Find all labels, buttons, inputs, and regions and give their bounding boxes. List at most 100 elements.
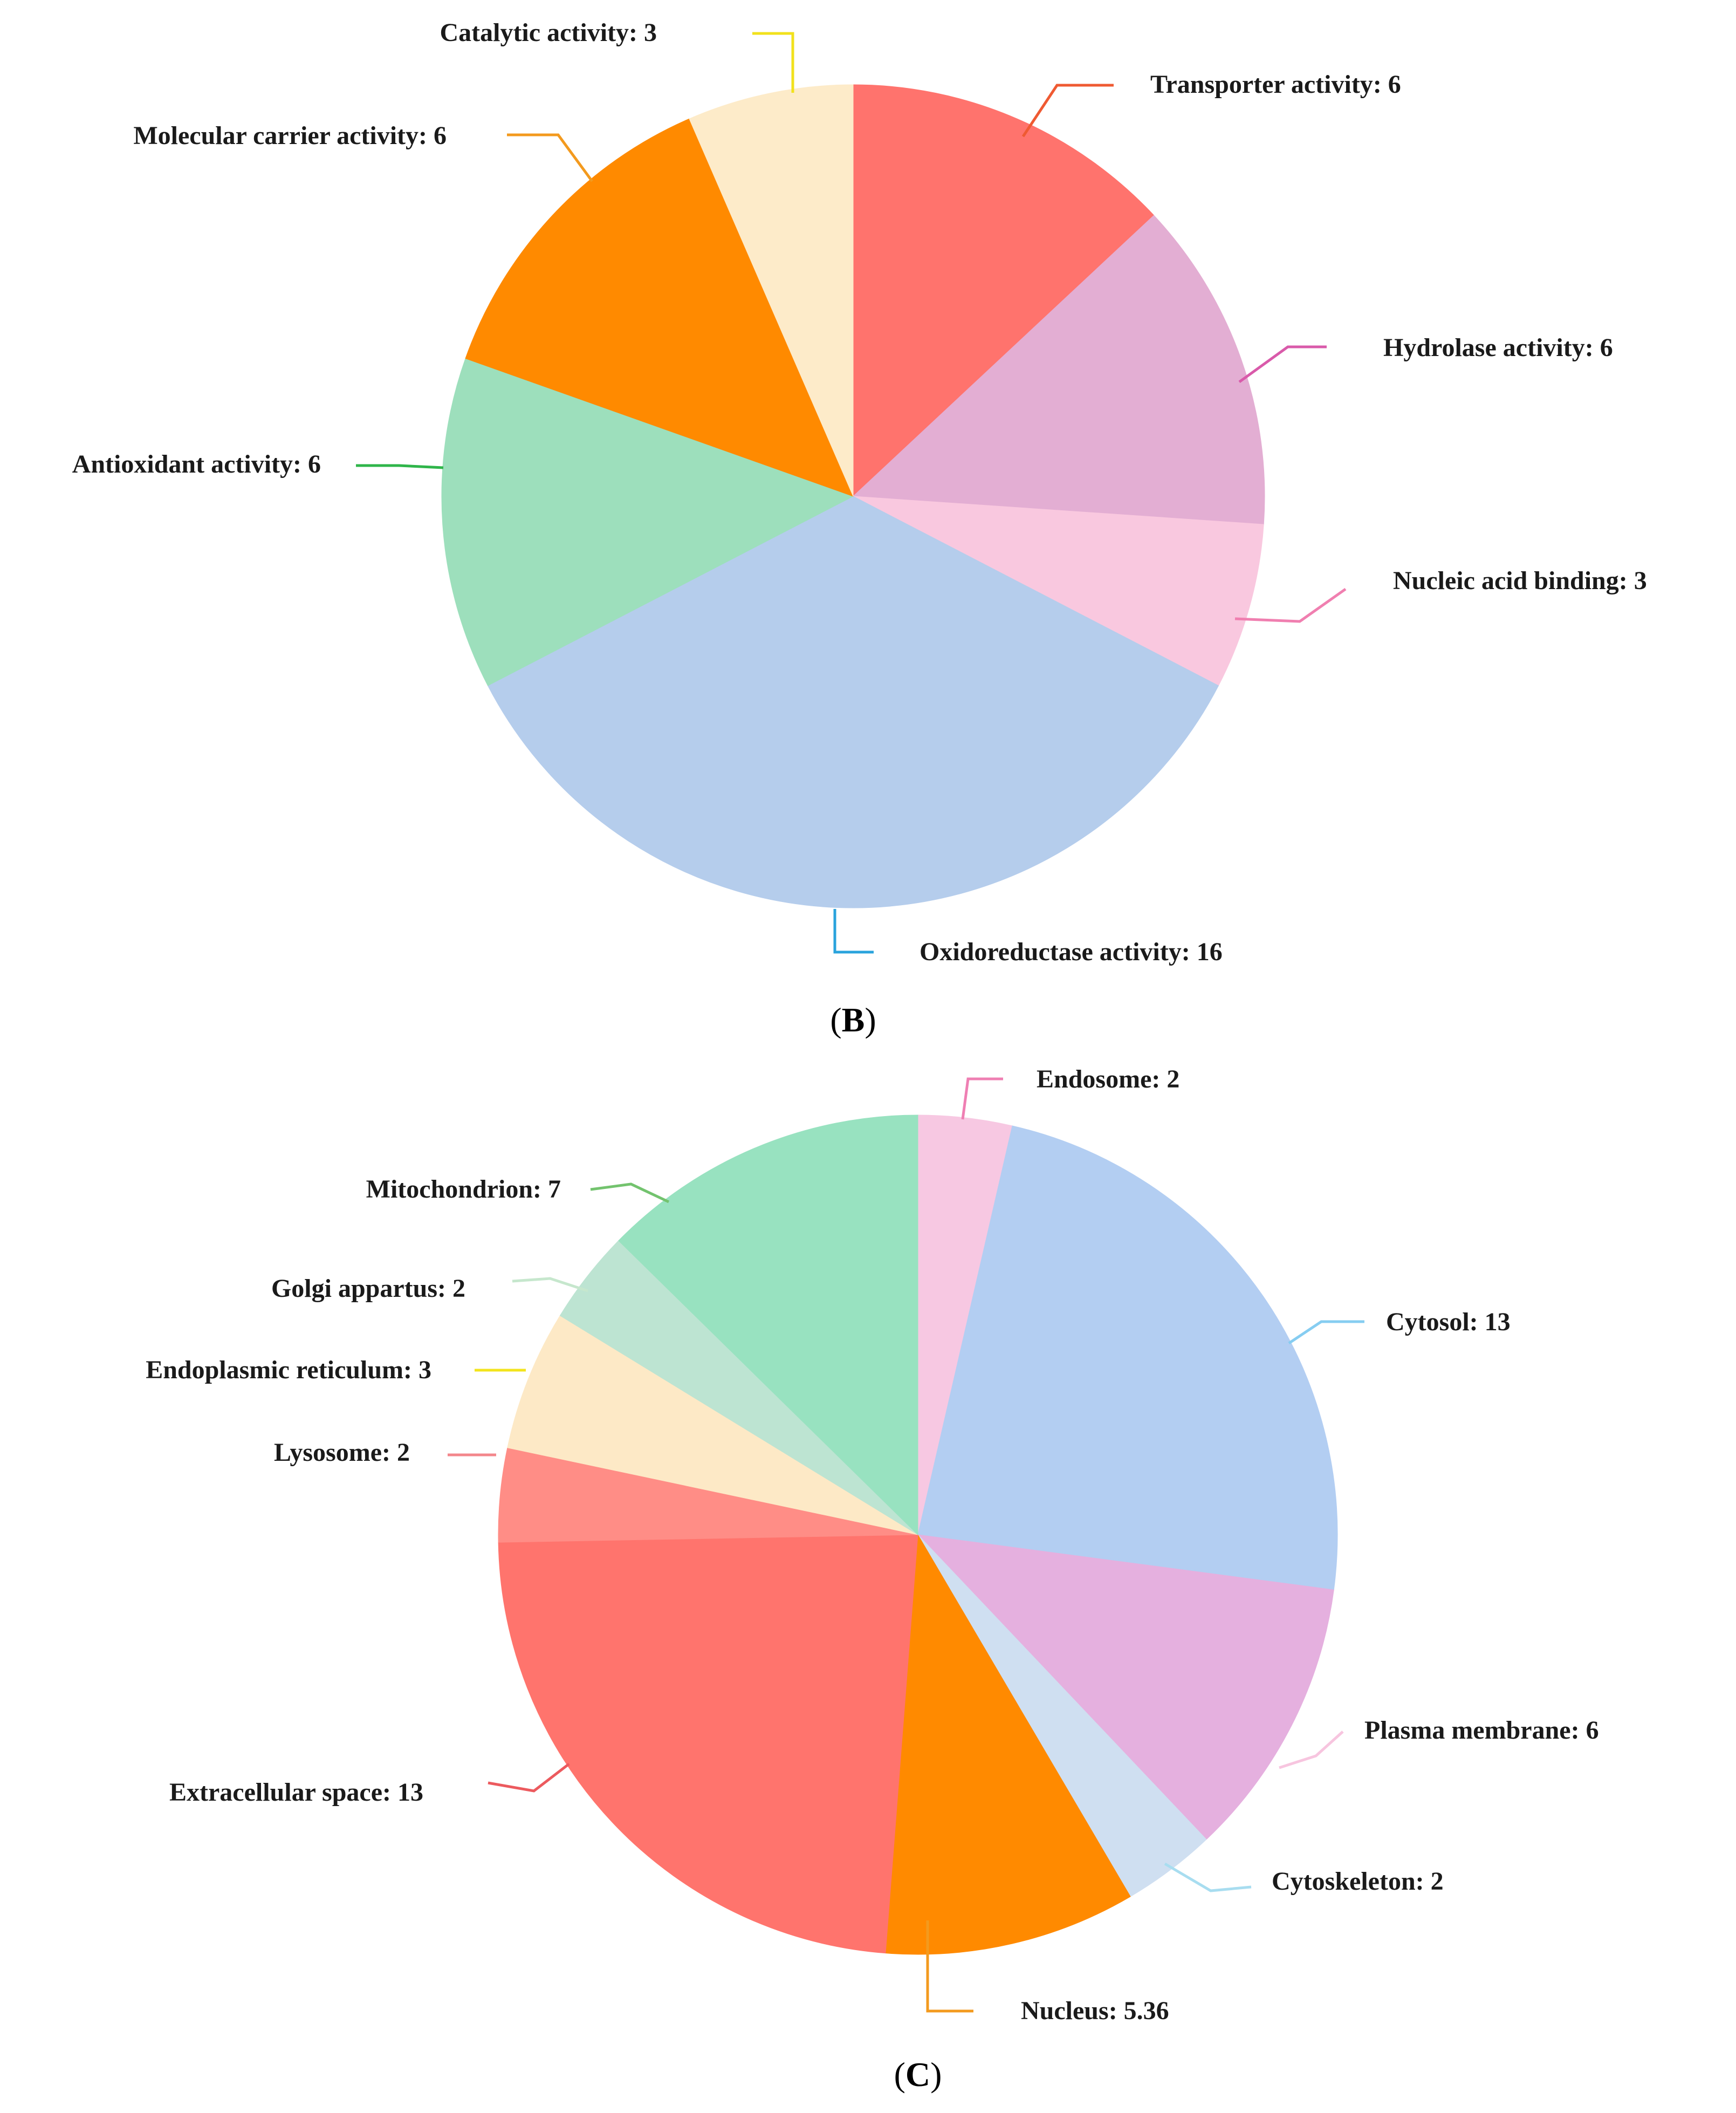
slice-label-value: 3: [418, 1356, 431, 1384]
leader-line-mitochondrion: [590, 1182, 670, 1203]
leader-line-nucleus: [926, 1920, 973, 2013]
slice-label-name: Plasma membrane: [1364, 1716, 1571, 1745]
leader-line-golgi-appartus: [512, 1277, 588, 1293]
slice-label-value: 6: [1600, 333, 1613, 362]
slice-label-separator: :: [1571, 1716, 1586, 1745]
slice-label-name: Hydrolase activity: [1383, 333, 1585, 362]
slice-label-name: Lysosome: [274, 1438, 382, 1467]
slice-label-golgi-appartus: Golgi appartus: 2: [271, 1274, 465, 1303]
pie-slice-nucleus: [885, 1534, 1131, 1955]
slice-label-name: Cytoskeleton: [1272, 1867, 1416, 1896]
slice-label-value: 2: [1431, 1867, 1444, 1896]
pie-slice-extracellular-space: [498, 1534, 918, 1954]
pie-slice-cytosol: [917, 1125, 1338, 1590]
slice-label-separator: :: [1585, 333, 1600, 362]
slice-label-separator: :: [418, 121, 434, 150]
leader-line-hydrolase-activity: [1238, 345, 1327, 384]
slice-label-value: 2: [1167, 1065, 1179, 1093]
slice-label-value: 6: [434, 121, 447, 150]
slice-label-value: 16: [1197, 938, 1223, 966]
slice-label-name: Catalytic activity: [440, 18, 629, 47]
slice-label-separator: :: [1373, 70, 1388, 99]
slice-label-value: 6: [1388, 70, 1401, 99]
slice-label-value: 5.36: [1124, 1996, 1169, 2025]
slice-label-value: 3: [644, 18, 657, 47]
slice-label-nucleic-acid-binding: Nucleic acid binding: 3: [1393, 566, 1647, 595]
pie-slice-hydrolase-activity: [852, 215, 1265, 525]
pie-slice-catalytic-activity: [689, 84, 854, 497]
slice-label-separator: :: [382, 1778, 397, 1807]
panel-letter: B: [842, 1001, 865, 1039]
slice-label-name: Cytosol: [1386, 1308, 1470, 1336]
leader-line-antioxidant-activity: [356, 464, 444, 469]
slice-label-value: 2: [452, 1274, 465, 1303]
slice-label-separator: :: [382, 1438, 397, 1467]
leader-line-nucleic-acid-binding: [1234, 587, 1347, 623]
pie-slice-antioxidant-activity: [441, 358, 854, 686]
slice-label-name: Endosome: [1037, 1065, 1151, 1093]
slice-label-extracellular-space: Extracellular space: 13: [169, 1778, 423, 1807]
leader-line-oxidoreductase-activity: [833, 909, 874, 954]
leader-line-cytoskeleton: [1164, 1862, 1252, 1892]
slice-label-separator: :: [629, 18, 644, 47]
leader-line-plasma-membrane: [1279, 1731, 1344, 1769]
leader-line-molecular-carrier-activity: [507, 133, 594, 182]
slice-label-transporter-activity: Transporter activity: 6: [1150, 70, 1401, 99]
slice-label-name: Molecular carrier activity: [133, 121, 418, 150]
slice-label-value: 3: [1634, 566, 1647, 595]
slice-label-lysosome: Lysosome: 2: [274, 1438, 410, 1467]
panel-paren-close: ): [864, 1001, 876, 1039]
pie-slice-endoplasmic-reticulum: [507, 1315, 918, 1535]
leader-line-extracellular-space: [488, 1763, 570, 1793]
pie-slice-nucleic-acid-binding: [853, 496, 1264, 686]
slice-label-antioxidant-activity: Antioxidant activity: 6: [72, 450, 321, 478]
slice-label-separator: :: [1619, 566, 1634, 595]
pie-slice-transporter-activity: [853, 84, 1155, 497]
slice-label-name: Golgi appartus: [271, 1274, 437, 1303]
pie-slice-oxidoreductase-activity: [487, 496, 1219, 908]
slice-label-name: Mitochondrion: [366, 1175, 533, 1203]
slice-label-name: Antioxidant activity: [72, 450, 293, 478]
panel-letter: C: [905, 2055, 930, 2094]
slice-label-name: Nucleic acid binding: [1393, 566, 1619, 595]
slice-label-value: 6: [308, 450, 321, 478]
slice-label-mitochondrion: Mitochondrion: 7: [366, 1175, 561, 1203]
pie-slice-plasma-membrane: [917, 1534, 1334, 1840]
slice-label-separator: :: [437, 1274, 452, 1303]
pie-chart-c: Endosome: 2 Cytosol: 13 Plasma membrane: 6…: [146, 1065, 1598, 2094]
slice-label-separator: :: [1182, 938, 1197, 966]
slice-label-value: 13: [397, 1778, 423, 1807]
panel-paren-open: (: [830, 1001, 841, 1039]
slice-label-oxidoreductase-activity: Oxidoreductase activity: 16: [920, 938, 1223, 966]
slice-label-separator: :: [1109, 1996, 1124, 2025]
pie-chart-b: Transporter activity: 6 Hydrolase activit…: [72, 18, 1647, 1039]
slice-label-value: 6: [1586, 1716, 1599, 1745]
slice-label-separator: :: [293, 450, 308, 478]
slice-label-separator: :: [403, 1356, 418, 1384]
slice-label-separator: :: [533, 1175, 548, 1203]
slice-label-separator: :: [1416, 1867, 1431, 1896]
pie-slice-molecular-carrier-activity: [465, 118, 854, 497]
slice-label-catalytic-activity: Catalytic activity: 3: [440, 18, 657, 47]
slice-label-name: Transporter activity: [1150, 70, 1373, 99]
slice-label-name: Endoplasmic reticulum: [146, 1356, 403, 1384]
leader-line-cytosol: [1288, 1320, 1364, 1345]
slice-label-value: 13: [1485, 1308, 1511, 1336]
slice-label-endoplasmic-reticulum: Endoplasmic reticulum: 3: [146, 1356, 431, 1384]
slice-label-endosome: Endosome: 2: [1037, 1065, 1179, 1093]
panel-paren-open: (: [894, 2055, 905, 2094]
leader-line-endosome: [961, 1077, 1003, 1120]
leader-line-catalytic-activity: [752, 32, 794, 93]
slice-label-name: Extracellular space: [169, 1778, 382, 1807]
pie-slice-mitochondrion: [618, 1114, 918, 1536]
leader-line-transporter-activity: [1021, 84, 1114, 138]
slice-label-separator: :: [1151, 1065, 1167, 1093]
slice-label-separator: :: [1470, 1308, 1485, 1336]
panel-label: (C): [894, 2055, 942, 2094]
slice-label-name: Nucleus: [1021, 1996, 1109, 2025]
slice-label-nucleus: Nucleus: 5.36: [1021, 1996, 1169, 2025]
slice-label-cytoskeleton: Cytoskeleton: 2: [1272, 1867, 1444, 1896]
slice-label-molecular-carrier-activity: Molecular carrier activity: 6: [133, 121, 447, 150]
slice-label-plasma-membrane: Plasma membrane: 6: [1364, 1716, 1599, 1745]
